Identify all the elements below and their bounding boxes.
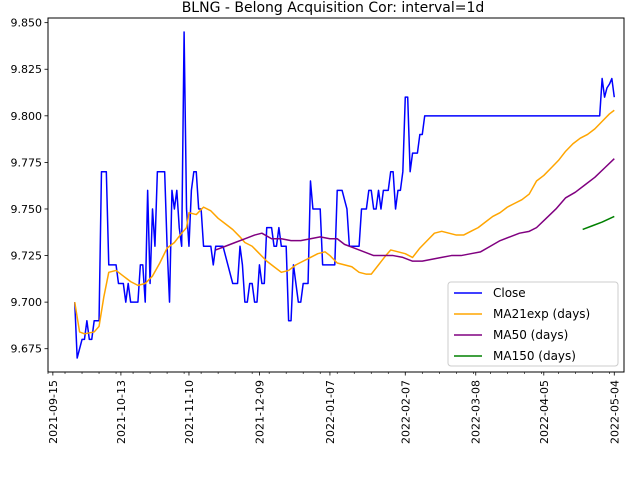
series-line-3 <box>582 215 615 231</box>
x-tick-label: 2022-01-07 <box>324 380 337 444</box>
x-tick-label: 2022-03-08 <box>470 380 483 444</box>
x-tick-label: 2021-09-15 <box>47 380 60 444</box>
y-tick-label: 9.825 <box>11 63 43 76</box>
x-tick-label: 2021-11-10 <box>183 380 196 444</box>
x-tick-label: 2022-05-04 <box>608 380 621 444</box>
series-line-2 <box>215 158 615 262</box>
legend-label-2: MA50 (days) <box>493 328 568 342</box>
y-tick-label: 9.675 <box>11 343 43 356</box>
series-layer <box>73 31 616 359</box>
legend-label-3: MA150 (days) <box>493 349 576 363</box>
y-tick-label: 9.800 <box>11 110 43 123</box>
x-tick-label: 2022-04-05 <box>538 380 551 444</box>
plot-frame <box>47 17 625 373</box>
x-axis: 2021-09-15 2021-10-13 2021-11-10 2021-12-09… <box>47 372 621 444</box>
x-tick-label: 2021-12-09 <box>253 380 266 444</box>
y-tick-label: 9.775 <box>11 156 43 169</box>
y-tick-label: 9.850 <box>11 17 43 30</box>
chart-title: BLNG - Belong Acquisition Cor: interval=… <box>182 0 485 16</box>
legend: Close MA21exp (days) MA50 (days) MA150 (day… <box>447 281 619 367</box>
x-tick-label: 2022-02-07 <box>399 380 412 444</box>
legend-label-0: Close <box>493 286 526 300</box>
y-tick-label: 9.725 <box>11 250 43 263</box>
series-line-0 <box>73 31 616 359</box>
legend-label-1: MA21exp (days) <box>493 307 590 321</box>
series-line-1 <box>73 109 615 335</box>
y-tick-label: 9.700 <box>11 296 43 309</box>
legend-box <box>447 281 619 367</box>
x-tick-label: 2021-10-13 <box>115 380 128 444</box>
y-tick-label: 9.750 <box>11 203 43 216</box>
y-axis: 9.675 9.700 9.725 9.750 9.775 9.800 9.825 9.850 <box>11 17 48 356</box>
